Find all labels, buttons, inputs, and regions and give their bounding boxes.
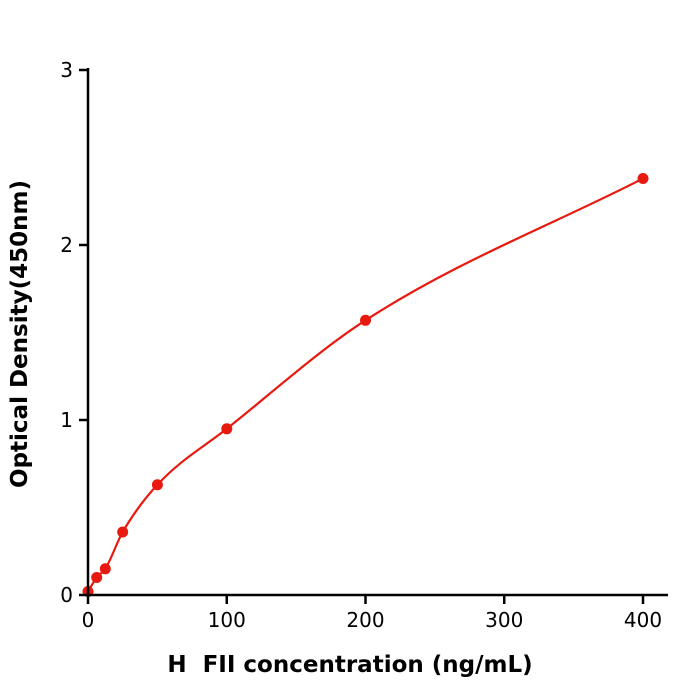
y-tick-label-3: 3: [60, 58, 73, 82]
data-point: [151, 479, 163, 491]
x-tick-label-100: 100: [208, 608, 246, 632]
data-point: [360, 314, 371, 326]
fitted-curve: [86, 177, 645, 593]
data-point: [91, 572, 103, 583]
data-point: [99, 563, 111, 575]
x-axis-label: H FII concentration (ng/mL): [167, 652, 533, 678]
x-tick-label-400: 400: [624, 608, 662, 632]
data-point: [637, 173, 649, 184]
x-tick-label-200: 200: [346, 608, 384, 632]
x-tick-label-300: 300: [485, 608, 523, 632]
y-tick-label-0: 0: [60, 583, 73, 607]
y-axis-label: Optical Density(450nm): [7, 180, 33, 488]
y-tick-label-1: 1: [60, 408, 73, 432]
data-point: [117, 526, 129, 538]
x-tick-label-0: 0: [82, 608, 95, 632]
y-tick-label-2: 2: [60, 233, 73, 257]
data-point: [221, 423, 233, 435]
